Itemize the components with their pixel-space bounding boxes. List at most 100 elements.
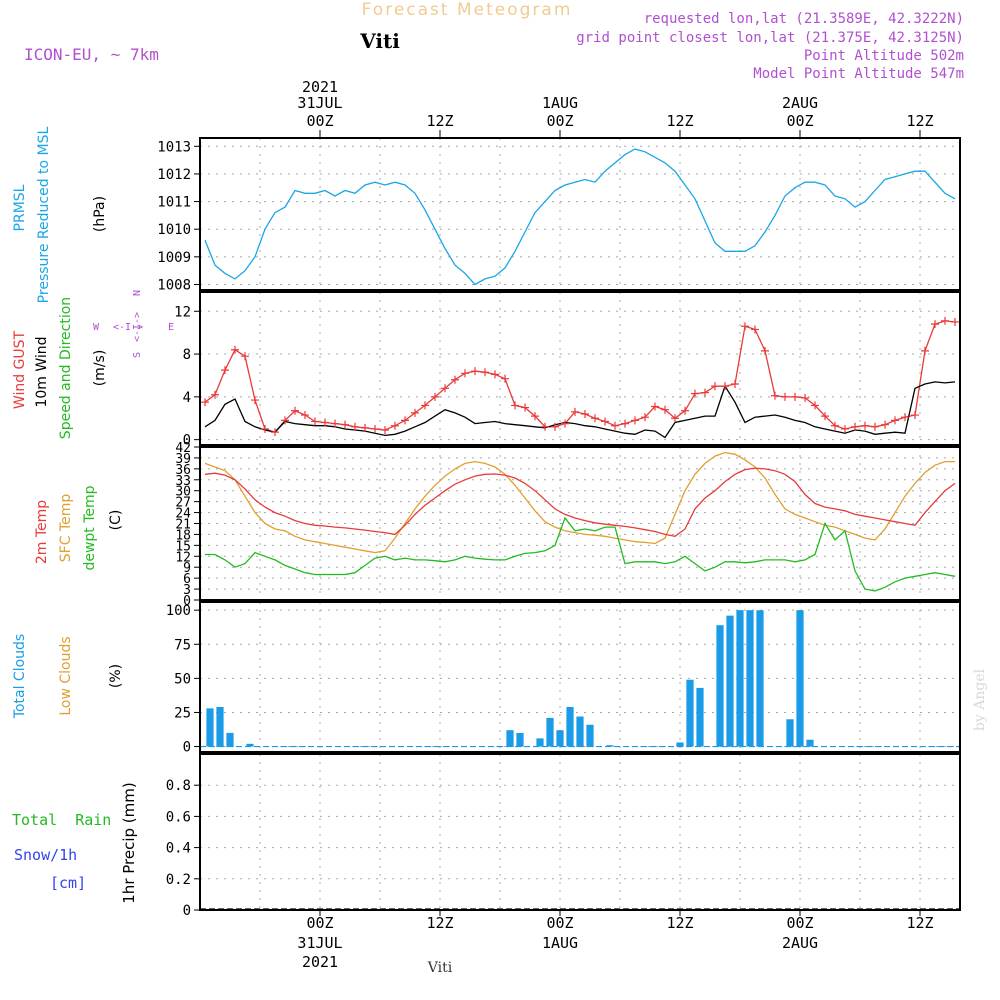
gust-marker — [631, 416, 639, 425]
gust-marker — [871, 422, 879, 431]
wind-label-unit: (m/s) — [92, 350, 108, 387]
data-layer — [200, 148, 960, 910]
point-altitude: Point Altitude 502m — [804, 48, 964, 64]
gust-marker — [901, 413, 909, 422]
panel-frame — [199, 137, 961, 291]
cloud-bar — [556, 730, 564, 747]
bottom-time-label: 00Z — [306, 914, 333, 932]
gust-marker — [611, 421, 619, 430]
y-tick-label: 50 — [174, 671, 191, 687]
gust-marker — [761, 346, 769, 355]
y-tick-label: 75 — [174, 637, 191, 653]
gust-marker — [931, 320, 939, 329]
gust-marker — [791, 392, 799, 401]
direction-arrow-horizontal: <-I-> — [113, 322, 143, 333]
axes-layer: 1008100910101011101210130481203691215182… — [157, 78, 961, 971]
gust-marker — [241, 352, 249, 361]
clouds-label-unit: (%) — [108, 664, 124, 688]
gust-marker — [441, 384, 449, 393]
gust-marker — [851, 422, 859, 431]
pressure-label-msl: Pressure Reduced to MSL — [36, 126, 52, 303]
chart-title: Forecast Meteogram — [362, 0, 573, 20]
gust-marker — [371, 424, 379, 433]
precip-legend-rain: Total Rain — [12, 811, 111, 829]
model-altitude: Model Point Altitude 547m — [753, 66, 964, 82]
gust-marker — [591, 414, 599, 423]
cloud-bar — [686, 679, 694, 747]
grid-point-coords: grid point closest lon,lat (21.375E, 42.… — [576, 30, 964, 46]
gust-marker — [321, 418, 329, 427]
gust-marker — [361, 423, 369, 432]
panel-frame — [199, 446, 961, 601]
gust-marker — [541, 422, 549, 431]
bottom-time-label: 12Z — [906, 914, 933, 932]
gust-marker — [451, 375, 459, 384]
top-time-label: 12Z — [426, 112, 453, 130]
y-tick-label: 1008 — [157, 277, 191, 293]
gust-marker — [651, 402, 659, 411]
sfc-temp-line — [204, 451, 955, 554]
temp-2m-line — [204, 467, 956, 537]
bottom-time-label: 00Z — [786, 914, 813, 932]
gust-marker — [401, 416, 409, 425]
direction-arrow-vertical: <-I-> — [132, 312, 143, 342]
temp-label-2m: 2m Temp — [34, 500, 50, 564]
gust-marker — [911, 411, 919, 420]
cloud-bar — [536, 738, 544, 747]
panel-frame — [199, 753, 961, 911]
cloud-bar — [246, 743, 254, 747]
top-time-label: 00Z — [546, 112, 573, 130]
cloud-bar — [516, 732, 524, 747]
gust-marker — [641, 413, 649, 422]
bottom-date-label: 2AUG — [782, 934, 818, 952]
gust-marker — [841, 424, 849, 433]
pressure-label-unit: (hPa) — [92, 196, 108, 232]
gust-marker — [811, 401, 819, 410]
gust-marker — [561, 419, 569, 428]
y-tick-label: 8 — [183, 347, 191, 363]
gust-marker — [271, 428, 279, 437]
y-tick-label: 1013 — [157, 139, 191, 155]
gust-marker — [461, 369, 469, 378]
wind-label-gust: Wind GUST — [12, 330, 28, 409]
gust-marker — [531, 412, 539, 421]
y-tick-label: 0 — [183, 594, 191, 609]
panel-frame — [199, 291, 961, 446]
bottom-time-label: 12Z — [426, 914, 453, 932]
bottom-year-label: 2021 — [302, 953, 338, 971]
y-tick-label: 0.6 — [166, 809, 191, 825]
gust-marker — [861, 421, 869, 430]
cloud-bar — [676, 742, 684, 747]
clouds-label-total: Total Clouds — [12, 634, 28, 719]
cloud-bar — [546, 717, 554, 747]
grid-layer — [200, 138, 960, 911]
top-time-label: 12Z — [906, 112, 933, 130]
y-tick-label: 27 — [175, 496, 191, 511]
direction-e: E — [168, 322, 174, 333]
gust-marker — [741, 322, 749, 331]
gust-marker — [891, 416, 899, 425]
credit-watermark: by Angel — [972, 668, 988, 731]
footer-location: Viti — [427, 960, 453, 976]
gust-marker — [581, 409, 589, 418]
gust-marker — [701, 388, 709, 397]
gust-marker — [391, 421, 399, 430]
gust-marker — [661, 405, 669, 414]
gust-marker — [831, 421, 839, 430]
cloud-bar — [736, 610, 744, 747]
y-tick-label: 30 — [175, 485, 191, 500]
cloud-bar — [746, 610, 754, 747]
gust-marker — [331, 419, 339, 428]
gust-line — [204, 320, 956, 433]
top-time-label: 00Z — [786, 112, 813, 130]
wind-direction-legend: W <-I-> E N <-I-> S — [93, 290, 174, 358]
y-tick-label: 39 — [175, 452, 191, 467]
panel-frame — [199, 601, 961, 753]
gust-marker — [881, 420, 889, 429]
top-date-label: 1AUG — [542, 94, 578, 112]
bottom-time-label: 12Z — [666, 914, 693, 932]
y-tick-label: 3 — [183, 583, 191, 598]
cloud-bar — [216, 707, 224, 747]
cloud-bar — [696, 687, 704, 747]
